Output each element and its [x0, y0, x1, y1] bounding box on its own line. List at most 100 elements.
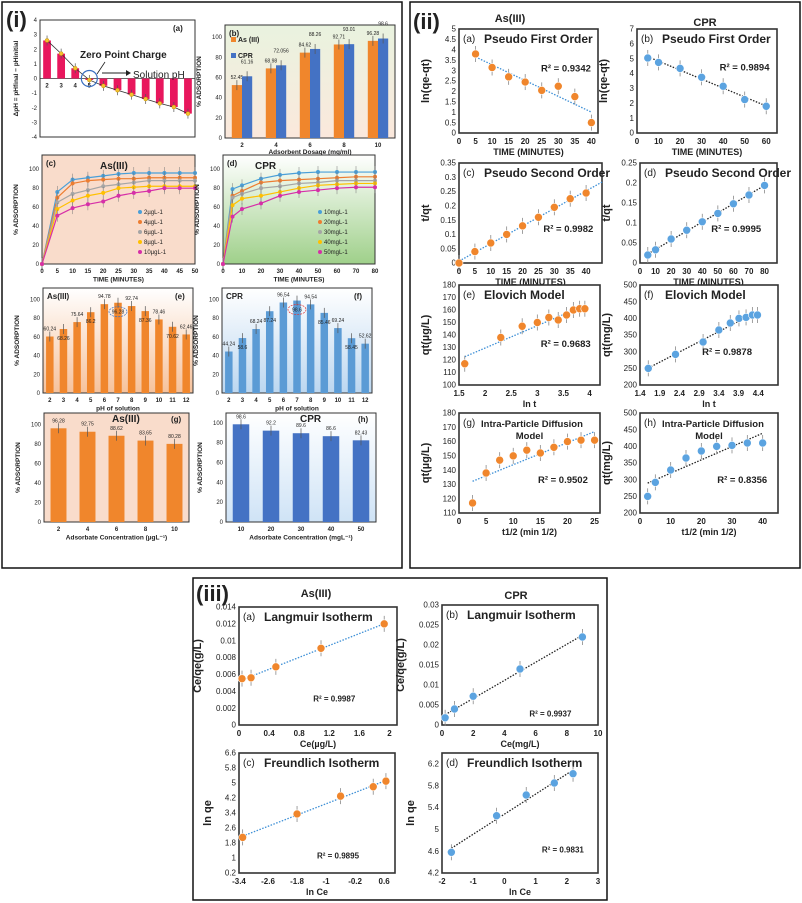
x-tick-label: 0	[221, 269, 225, 275]
x-tick-label: 0.4	[264, 729, 276, 738]
bar	[292, 433, 310, 522]
bar-data-label: 83.65	[139, 431, 152, 437]
y-tick-label: 3	[34, 33, 38, 39]
data-point	[718, 81, 728, 91]
bar	[232, 424, 250, 522]
chart-title: Pseudo Second Order	[484, 166, 610, 180]
y-axis-label: % ADSORPTION	[193, 315, 200, 366]
y-tick-label: 100	[29, 167, 40, 173]
x-tick-label: 80	[372, 269, 379, 275]
panel-i-label: (i)	[6, 7, 27, 32]
x-tick-label: 0	[457, 137, 462, 146]
legend-label: 2µgL-1	[144, 210, 163, 216]
chart-title: Pseudo First Order	[484, 32, 593, 46]
data-point	[70, 206, 75, 211]
chart-title: Freundlich Isotherm	[467, 756, 582, 770]
y-tick-label: 80	[216, 441, 223, 447]
bar	[108, 435, 125, 522]
data-point	[576, 435, 586, 445]
bar-data-label: 68.24	[250, 319, 263, 325]
data-point	[44, 38, 50, 43]
bar-data-label: 96.28	[52, 418, 65, 424]
data-point	[481, 468, 491, 478]
y-tick-label: 4.6	[428, 847, 440, 856]
x-tick-label: 60	[729, 267, 738, 276]
data-point	[651, 245, 660, 255]
x-tick-label: 20	[676, 137, 685, 146]
x-tick-label: 40	[587, 137, 596, 146]
y-tick-label: 110	[443, 368, 456, 377]
x-tick-label: -1	[470, 877, 478, 886]
data-point	[697, 217, 707, 227]
x-tick-label: 2	[483, 389, 488, 398]
data-point	[193, 186, 197, 191]
data-point	[292, 809, 302, 819]
y-tick-label: 160	[443, 437, 457, 446]
y-tick-label: 0.3	[445, 173, 457, 182]
data-point	[568, 769, 578, 779]
x-tick-label: 6	[103, 398, 107, 404]
bar	[279, 302, 288, 393]
panel-label: (h)	[358, 415, 369, 424]
x-tick-label: 4	[74, 84, 78, 90]
y-tick-label: 20	[216, 500, 223, 506]
data-point	[712, 442, 721, 451]
bar	[320, 312, 329, 393]
r-squared-label: R² = 0.9937	[529, 710, 572, 719]
x-tick-label: 60	[334, 269, 341, 275]
x-tick-label: 2	[471, 729, 476, 738]
bar	[114, 302, 122, 393]
data-point	[368, 782, 378, 792]
y-tick-label: 1.8	[225, 839, 237, 848]
x-tick-label: 20	[697, 517, 706, 526]
legend-marker	[138, 220, 142, 224]
y-tick-label: 0.35	[440, 159, 456, 168]
x-tick-label: 10	[156, 398, 163, 404]
data-point	[447, 847, 456, 857]
panel-iii-col-cpr: CPR	[504, 590, 527, 602]
data-point	[565, 194, 575, 204]
bar-data-label: 92.71	[333, 34, 346, 40]
legend-label: 30mgL-1	[324, 230, 348, 236]
chart-ii-f: 200 250 300 350 400 450 500 1.4 1.9 2.4 2.9 3.4 3.9 4…	[601, 281, 779, 409]
r-squared-label: R² = 0.9995	[711, 224, 762, 235]
bar-data-label: 87.36	[139, 318, 152, 324]
x-tick-label: 1.5	[453, 389, 465, 398]
series-line	[222, 182, 375, 265]
x-tick-label: 7	[295, 398, 299, 404]
bar	[361, 343, 369, 393]
bar-data-label: 92.75	[81, 422, 94, 428]
bar-data-label: 84.62	[299, 43, 312, 49]
x-tick-label: 4	[274, 143, 278, 149]
x-tick-label: 10	[238, 527, 245, 533]
x-tick-label: 2.9	[694, 389, 706, 398]
data-point	[131, 190, 136, 195]
x-tick-label: 15	[504, 137, 513, 146]
y-tick-label: 60	[34, 462, 41, 468]
panel-label: (g)	[463, 418, 475, 429]
data-point	[316, 643, 326, 653]
r-squared-label: R² = 0.9683	[541, 339, 591, 350]
x-tick-label: 8	[144, 527, 148, 533]
data-point	[162, 186, 167, 191]
bar	[79, 431, 96, 522]
panel-iii-label: (iii)	[196, 581, 229, 606]
x-axis-label: t1/2 (min 1/2)	[681, 527, 736, 537]
panel-ii-col-cpr: CPR	[693, 17, 716, 29]
data-point	[240, 207, 244, 212]
x-tick-label: 2	[48, 398, 52, 404]
y-tick-label: 140	[443, 466, 457, 475]
bar	[59, 329, 68, 393]
bar	[184, 78, 192, 114]
x-axis-label: ln Ce	[509, 887, 531, 897]
zpc-circle	[80, 69, 98, 88]
data-point	[515, 664, 525, 674]
chart-title-line2: Model	[695, 431, 722, 442]
bar	[265, 311, 274, 393]
x-tick-label: 0	[638, 267, 643, 276]
y-tick-label: 60	[216, 461, 223, 467]
y-tick-label: 0	[630, 129, 635, 138]
x-tick-label: 20	[258, 269, 265, 275]
x-tick-label: -3.4	[232, 877, 246, 886]
bar	[155, 78, 164, 104]
